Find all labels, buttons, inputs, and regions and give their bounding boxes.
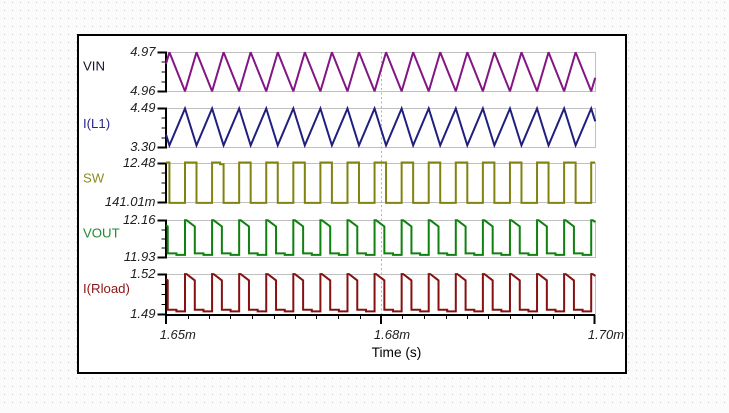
svg-text:1.49: 1.49: [130, 306, 155, 321]
svg-text:1.68m: 1.68m: [374, 327, 410, 342]
svg-text:Time (s): Time (s): [372, 345, 422, 360]
svg-text:1.70m: 1.70m: [588, 327, 624, 342]
svg-text:4.49: 4.49: [130, 100, 155, 115]
svg-text:11.93: 11.93: [124, 249, 156, 264]
svg-text:12.48: 12.48: [123, 155, 156, 170]
svg-text:4.96: 4.96: [130, 83, 156, 98]
svg-text:1.65m: 1.65m: [160, 327, 196, 342]
svg-text:4.97: 4.97: [130, 44, 156, 59]
svg-text:SW: SW: [83, 170, 105, 185]
svg-text:VIN: VIN: [83, 59, 105, 74]
svg-text:12.16: 12.16: [123, 212, 156, 227]
svg-text:1.52: 1.52: [130, 266, 156, 281]
svg-text:141.01m: 141.01m: [105, 194, 156, 209]
svg-text:VOUT: VOUT: [83, 225, 120, 240]
svg-text:I(Rload): I(Rload): [83, 281, 130, 296]
svg-text:3.30: 3.30: [130, 139, 156, 154]
svg-text:I(L1): I(L1): [83, 116, 110, 131]
